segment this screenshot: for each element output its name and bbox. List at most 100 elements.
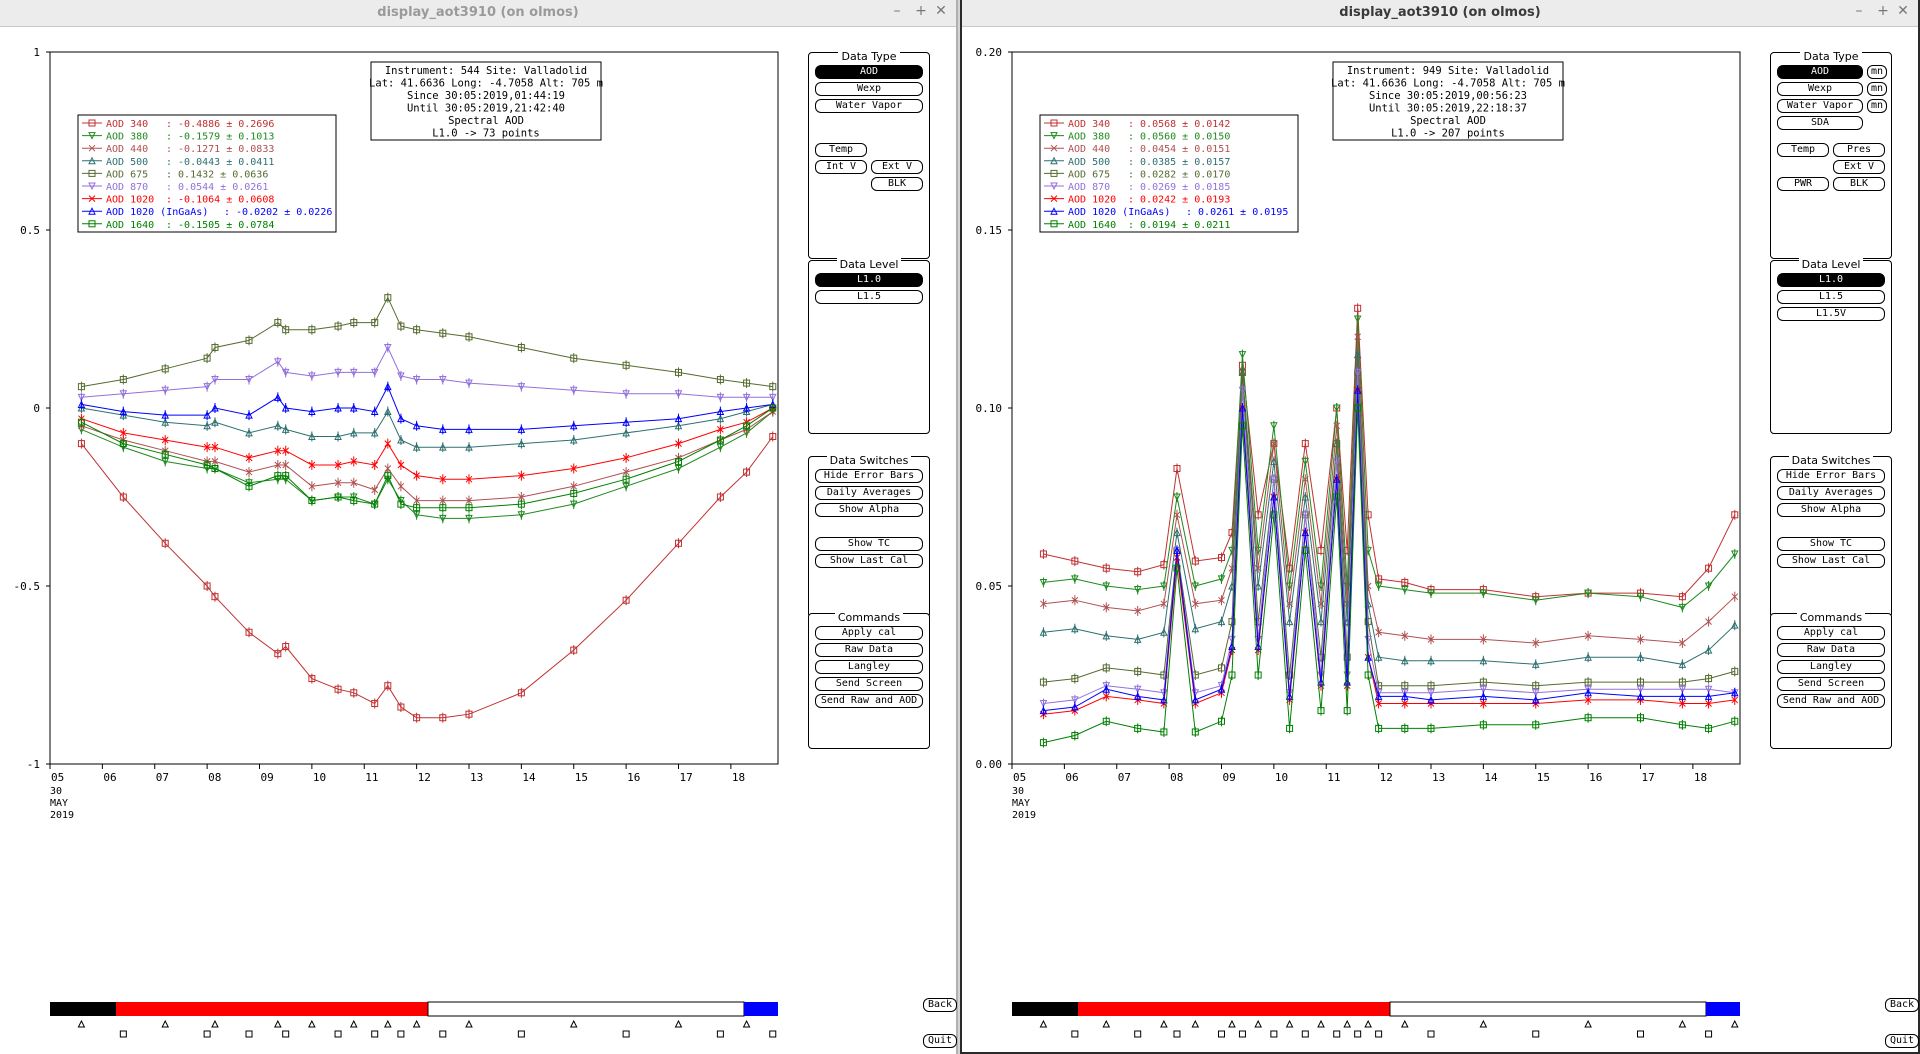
x-tick-label: 14 bbox=[1484, 771, 1498, 784]
right-titlebar[interactable]: display_aot3910 (on olmos) – + ✕ bbox=[962, 0, 1918, 27]
pres-button[interactable]: Pres bbox=[1833, 143, 1885, 157]
data-point bbox=[308, 461, 316, 469]
data-point bbox=[1704, 685, 1713, 694]
maximize-icon[interactable]: + bbox=[915, 3, 927, 19]
status-marker bbox=[1333, 1030, 1341, 1038]
data-point bbox=[334, 403, 342, 412]
legend-box bbox=[1039, 114, 1299, 233]
data-point bbox=[1678, 603, 1687, 612]
commands-panel: Commands Apply cal Raw Data Langley Send… bbox=[1770, 611, 1892, 749]
status-marker bbox=[1254, 1019, 1262, 1028]
legend-label: AOD 440 bbox=[106, 144, 148, 155]
data-point bbox=[349, 368, 358, 377]
apply-cal-button[interactable]: Apply cal bbox=[815, 626, 923, 640]
info-box bbox=[1332, 61, 1564, 141]
data-point bbox=[1678, 593, 1686, 601]
ext-v-button[interactable]: Ext V bbox=[871, 160, 923, 174]
water-vapor-button[interactable]: Water Vapor bbox=[815, 99, 923, 113]
legend-stat: : -0.1505 ± 0.0784 bbox=[166, 220, 274, 231]
legend-marker bbox=[1050, 156, 1058, 165]
int-v-button[interactable]: Int V bbox=[815, 160, 867, 174]
wexp-button[interactable]: Wexp bbox=[815, 82, 923, 96]
level-l15-button[interactable]: L1.5 bbox=[815, 290, 923, 304]
sda-button[interactable]: SDA bbox=[1777, 116, 1863, 130]
level-l10-button[interactable]: L1.0 bbox=[815, 273, 923, 287]
info-line: Since 30:05:2019,01:44:19 bbox=[407, 90, 565, 102]
daily-averages-button[interactable]: Daily Averages bbox=[815, 486, 923, 500]
raw-data-button[interactable]: Raw Data bbox=[815, 643, 923, 657]
quit-button[interactable]: Quit bbox=[1885, 1034, 1920, 1048]
quit-button[interactable]: Quit bbox=[923, 1034, 958, 1048]
data-point bbox=[1160, 728, 1168, 736]
data-point bbox=[1584, 688, 1592, 697]
send-raw-and-aod-button[interactable]: Send Raw and AOD bbox=[1777, 694, 1885, 708]
hide-error-bars-button[interactable]: Hide Error Bars bbox=[1777, 469, 1885, 483]
data-point bbox=[1374, 582, 1383, 591]
panel-title: Data Level bbox=[1798, 258, 1864, 271]
minimize-icon[interactable]: – bbox=[893, 3, 901, 19]
show-last-cal-button[interactable]: Show Last Cal bbox=[1777, 554, 1885, 568]
status-marker bbox=[1160, 1019, 1168, 1028]
daily-averages-button[interactable]: Daily Averages bbox=[1777, 486, 1885, 500]
water-vapor-button[interactable]: Water Vapor bbox=[1777, 99, 1863, 113]
y-tick-label: 0.5 bbox=[20, 224, 40, 237]
x-tick-label: 14 bbox=[522, 771, 536, 784]
close-icon[interactable]: ✕ bbox=[935, 3, 947, 19]
ext-v-button[interactable]: Ext V bbox=[1833, 160, 1885, 174]
data-point bbox=[334, 432, 342, 440]
status-marker bbox=[1071, 1030, 1079, 1038]
level-l15-button[interactable]: L1.5 bbox=[1777, 290, 1885, 304]
x-tick-label: 16 bbox=[1589, 771, 1602, 784]
close-icon[interactable]: ✕ bbox=[1897, 3, 1909, 19]
apply-cal-button[interactable]: Apply cal bbox=[1777, 626, 1885, 640]
data-point bbox=[397, 322, 405, 330]
temp-button[interactable]: Temp bbox=[1777, 143, 1829, 157]
status-marker bbox=[674, 1019, 683, 1028]
blk-button[interactable]: BLK bbox=[1833, 177, 1885, 191]
back-button[interactable]: Back bbox=[923, 998, 958, 1012]
show-last-cal-button[interactable]: Show Last Cal bbox=[815, 554, 923, 568]
data-point bbox=[1332, 457, 1341, 466]
pwr-button[interactable]: PWR bbox=[1777, 177, 1829, 191]
raw-data-button[interactable]: Raw Data bbox=[1777, 643, 1885, 657]
data-switches-panel: Data Switches Hide Error Bars Daily Aver… bbox=[1770, 454, 1892, 618]
data-point bbox=[384, 440, 392, 447]
temp-button[interactable]: Temp bbox=[815, 143, 867, 157]
aod-button[interactable]: AOD bbox=[815, 65, 923, 79]
legend-label: AOD 340 bbox=[1068, 119, 1110, 130]
water-vapor-mn-button[interactable]: mn bbox=[1867, 99, 1887, 113]
langley-button[interactable]: Langley bbox=[815, 660, 923, 674]
langley-button[interactable]: Langley bbox=[1777, 660, 1885, 674]
aod-mn-button[interactable]: mn bbox=[1867, 65, 1887, 79]
blk-button[interactable]: BLK bbox=[871, 177, 923, 191]
status-bar-black bbox=[50, 1002, 116, 1016]
send-raw-and-aod-button[interactable]: Send Raw and AOD bbox=[815, 694, 923, 708]
aod-button[interactable]: AOD bbox=[1777, 65, 1863, 79]
data-point bbox=[438, 514, 447, 523]
data-point bbox=[1102, 685, 1111, 693]
send-screen-button[interactable]: Send Screen bbox=[815, 677, 923, 691]
send-screen-button[interactable]: Send Screen bbox=[1777, 677, 1885, 691]
show-alpha-button[interactable]: Show Alpha bbox=[815, 503, 923, 517]
wexp-mn-button[interactable]: mn bbox=[1867, 82, 1887, 96]
status-marker bbox=[1636, 1030, 1644, 1038]
hide-error-bars-button[interactable]: Hide Error Bars bbox=[815, 469, 923, 483]
data-point bbox=[1731, 717, 1739, 725]
data-point bbox=[1270, 492, 1278, 501]
level-l10-button[interactable]: L1.0 bbox=[1777, 273, 1885, 287]
legend-label: AOD 500 bbox=[106, 157, 148, 168]
data-point bbox=[274, 650, 282, 658]
maximize-icon[interactable]: + bbox=[1877, 3, 1889, 19]
show-tc-button[interactable]: Show TC bbox=[815, 537, 923, 551]
level-l15v-button[interactable]: L1.5V bbox=[1777, 307, 1885, 321]
x-tick-label: 07 bbox=[156, 771, 169, 784]
x-tick-label: 10 bbox=[313, 771, 326, 784]
wexp-button[interactable]: Wexp bbox=[1777, 82, 1863, 96]
left-titlebar[interactable]: display_aot3910 (on olmos) – + ✕ bbox=[0, 0, 956, 27]
minimize-icon[interactable]: – bbox=[1855, 3, 1863, 19]
show-alpha-button[interactable]: Show Alpha bbox=[1777, 503, 1885, 517]
data-point bbox=[1039, 628, 1048, 636]
show-tc-button[interactable]: Show TC bbox=[1777, 537, 1885, 551]
back-button[interactable]: Back bbox=[1885, 998, 1920, 1012]
data-point bbox=[334, 685, 342, 693]
